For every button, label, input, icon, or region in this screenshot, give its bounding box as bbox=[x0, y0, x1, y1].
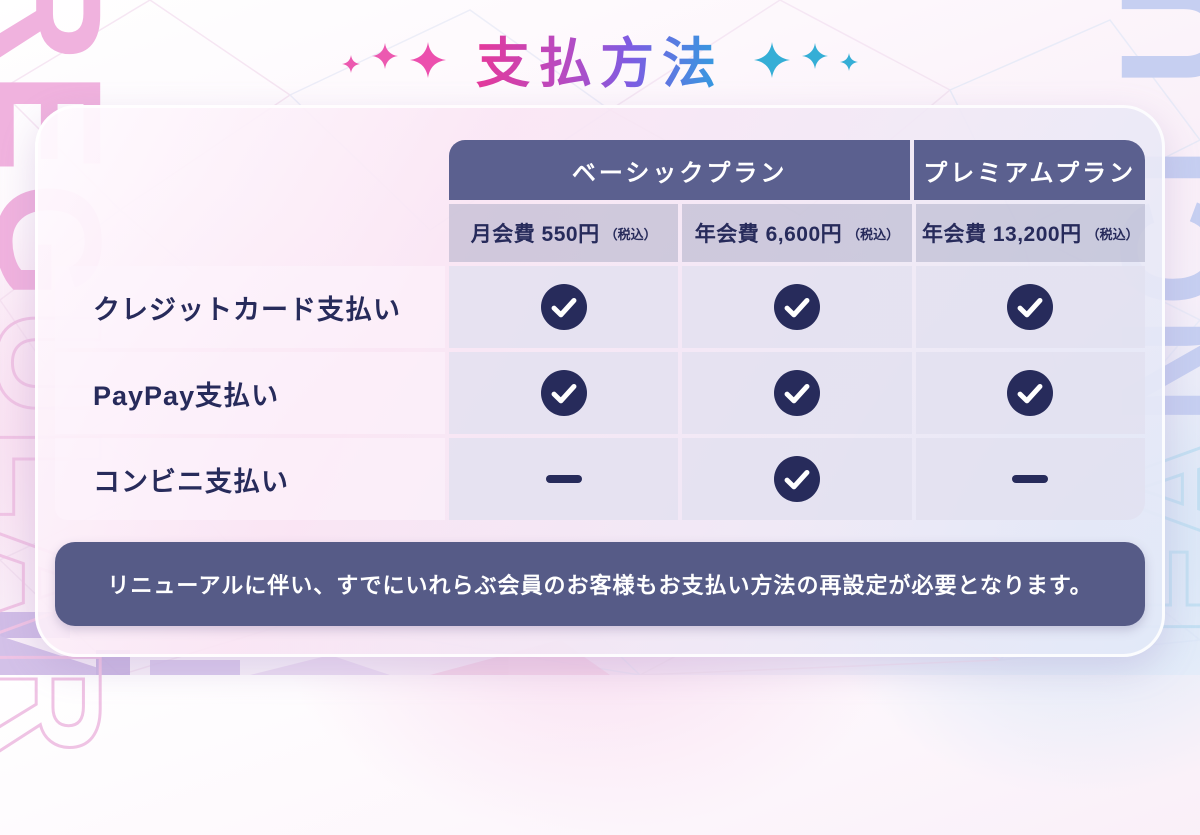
payment-method-row: クレジットカード支払い bbox=[55, 266, 1145, 348]
payment-availability-cell bbox=[682, 352, 912, 434]
sparkle-icon bbox=[754, 42, 790, 78]
pricing-panel: ベーシックプラン プレミアムプラン 月会費 550円 （税込） 年会費 6,600… bbox=[35, 105, 1165, 657]
payment-availability-cell bbox=[449, 352, 679, 434]
payment-availability-cell bbox=[682, 438, 912, 520]
annual-fee-basic-header: 年会費 6,600円 （税込） bbox=[682, 204, 912, 262]
notice-banner: リニューアルに伴い、すでにいれらぶ会員のお客様もお支払い方法の再設定が必要となり… bbox=[55, 542, 1145, 626]
check-icon bbox=[773, 456, 820, 502]
check-icon bbox=[540, 370, 587, 416]
title-bar: 支払方法 bbox=[0, 16, 1200, 100]
header-spacer bbox=[55, 204, 445, 262]
sparkle-icon bbox=[840, 53, 858, 71]
annual-fee-premium-header: 年会費 13,200円 （税込） bbox=[915, 204, 1145, 262]
check-icon bbox=[773, 370, 820, 416]
plan-header-row: ベーシックプラン プレミアムプラン bbox=[55, 140, 1145, 200]
payment-availability-cell bbox=[915, 438, 1145, 520]
sparkle-icon bbox=[372, 43, 398, 69]
page-title: 支払方法 bbox=[476, 19, 724, 98]
check-icon bbox=[1007, 284, 1054, 330]
payment-availability-cell bbox=[449, 438, 679, 520]
notice-text: リニューアルに伴い、すでにいれらぶ会員のお客様もお支払い方法の再設定が必要となり… bbox=[107, 573, 1093, 598]
sparkle-icon bbox=[802, 43, 828, 69]
monthly-fee-header: 月会費 550円 （税込） bbox=[449, 204, 679, 262]
payment-method-label: PayPay支払い bbox=[55, 352, 445, 434]
payment-methods-table: ベーシックプラン プレミアムプラン 月会費 550円 （税込） 年会費 6,600… bbox=[55, 140, 1145, 520]
payment-method-row: PayPay支払い bbox=[55, 352, 1145, 434]
check-icon bbox=[540, 284, 587, 330]
dash-icon bbox=[1012, 475, 1049, 483]
payment-method-label: コンビニ支払い bbox=[55, 438, 445, 520]
payment-availability-cell bbox=[449, 266, 679, 348]
payment-availability-cell bbox=[682, 266, 912, 348]
basic-plan-header: ベーシックプラン bbox=[449, 140, 911, 200]
payment-method-label: クレジットカード支払い bbox=[55, 266, 445, 348]
sparkle-icon bbox=[342, 55, 360, 73]
fee-header-row: 月会費 550円 （税込） 年会費 6,600円 （税込） 年会費 13,200円（… bbox=[55, 204, 1145, 262]
header-spacer bbox=[55, 140, 445, 200]
sparkles-right bbox=[754, 40, 858, 78]
payment-availability-cell bbox=[915, 266, 1145, 348]
dash-icon bbox=[545, 475, 582, 483]
premium-plan-header: プレミアムプラン bbox=[914, 140, 1145, 200]
check-icon bbox=[1007, 370, 1054, 416]
sparkle-icon bbox=[410, 42, 446, 78]
sparkles-left bbox=[342, 40, 446, 78]
check-icon bbox=[773, 284, 820, 330]
payment-method-row: コンビニ支払い bbox=[55, 438, 1145, 520]
payment-availability-cell bbox=[915, 352, 1145, 434]
